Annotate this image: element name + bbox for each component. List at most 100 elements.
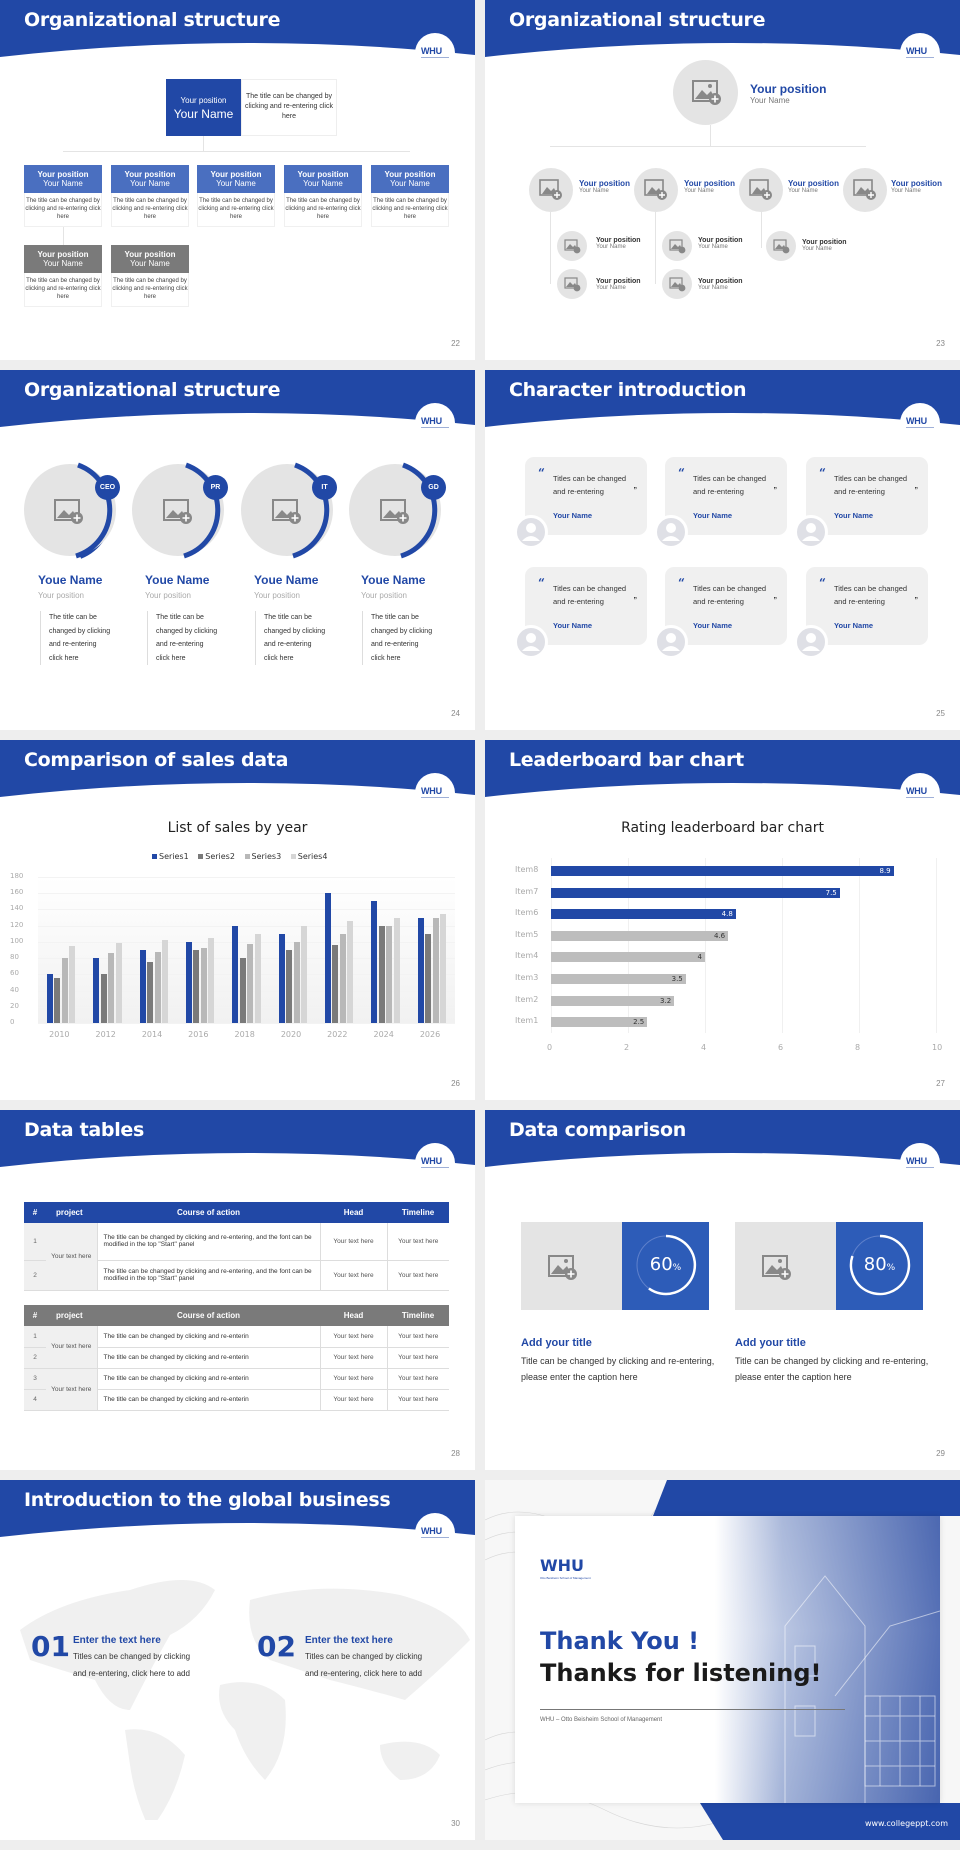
- slide-title: Organizational structure: [24, 9, 281, 31]
- table-row: 2 The title can be changed by clicking a…: [24, 1260, 449, 1291]
- table-row: 1 Your text here The title can be change…: [24, 1326, 449, 1369]
- grouped-bar-chart: 0 20 40 60 80 100 120 140 160 180 2010 2012 2014 2016…: [0, 740, 475, 1100]
- org-box[interactable]: Your position Your Name The title can be …: [284, 165, 362, 227]
- slide-header: Introduction to the global business: [0, 1480, 475, 1540]
- data-table-2: # project Course of action Head Timeline…: [24, 1305, 449, 1411]
- whu-logo: WHU: [900, 773, 940, 813]
- person-name: Youe Name: [361, 573, 426, 587]
- image-placeholder-icon[interactable]: [634, 168, 678, 212]
- slide-25[interactable]: Character introduction WHU “Titles can b…: [485, 370, 960, 730]
- image-placeholder-icon[interactable]: [735, 1222, 836, 1310]
- horizontal-bar-chart: 0 2 4 6 8 10 Item8 8.9 Item7 7.5 Item6 4.8 Item5 4.6 I…: [485, 740, 960, 1100]
- whu-logo: WHU: [415, 403, 455, 443]
- avatar-icon[interactable]: [654, 515, 688, 549]
- image-placeholder-icon[interactable]: [529, 168, 573, 212]
- avatar-icon[interactable]: [514, 515, 548, 549]
- quote-card[interactable]: “Titles can be changed and re-entering” Yo…: [806, 457, 928, 535]
- avatar-icon[interactable]: [794, 625, 828, 659]
- person-desc: The title can be changed by clicking and r…: [40, 611, 110, 665]
- image-placeholder-icon[interactable]: [557, 231, 587, 261]
- whu-logo: WHU: [415, 1513, 455, 1553]
- slide-title: Introduction to the global business: [24, 1489, 391, 1511]
- org-box[interactable]: Your position Your Name The title can be …: [111, 165, 189, 227]
- slide-title: Organizational structure: [509, 9, 766, 31]
- role-badge: IT: [312, 475, 337, 500]
- slide-30[interactable]: Introduction to the global business WHU …: [0, 1480, 475, 1840]
- top-position: Your position Your Name: [750, 82, 827, 105]
- quote-card[interactable]: “Titles can be changed and re-entering” Yo…: [525, 567, 647, 645]
- whu-logo: WHU: [415, 773, 455, 813]
- whu-logo: WHU: [415, 33, 455, 73]
- slide-26[interactable]: Comparison of sales data WHU List of sal…: [0, 740, 475, 1100]
- website-link[interactable]: www.collegeppt.com: [864, 1819, 948, 1828]
- table-row: 1 Your text here The title can be change…: [24, 1223, 449, 1291]
- table-row: 2 The title can be changed by clicking a…: [24, 1347, 449, 1369]
- org-sub-box[interactable]: Your position Your Name The title can be …: [24, 245, 102, 307]
- slide-24[interactable]: Organizational structure WHU CEO PR IT G…: [0, 370, 475, 730]
- data-table-1: # project Course of action Head Timeline…: [24, 1202, 449, 1291]
- person-name: Youe Name: [254, 573, 319, 587]
- page-number: 26: [451, 1079, 460, 1088]
- slide-23[interactable]: Organizational structure WHU Your positi…: [485, 0, 960, 360]
- role-badge: PR: [203, 475, 228, 500]
- org-box[interactable]: Your position Your Name The title can be …: [371, 165, 449, 227]
- org-box[interactable]: Your position Your Name The title can be …: [24, 165, 102, 227]
- avatar-icon[interactable]: [654, 625, 688, 659]
- image-placeholder-icon[interactable]: [662, 231, 692, 261]
- whu-logo: WHU: [415, 1143, 455, 1183]
- person-desc: The title can be changed by clicking and r…: [255, 611, 325, 665]
- campus-photo: [715, 1516, 940, 1803]
- org-sub-box[interactable]: Your position Your Name The title can be …: [111, 245, 189, 307]
- slide-28[interactable]: Data tables WHU # project Course of acti…: [0, 1110, 475, 1470]
- image-placeholder-icon[interactable]: [557, 269, 587, 299]
- quote-card[interactable]: “Titles can be changed and re-entering” Yo…: [806, 567, 928, 645]
- slide-title: Data tables: [24, 1119, 145, 1141]
- slide-header: Character introduction: [485, 370, 960, 430]
- avatar-icon[interactable]: [794, 515, 828, 549]
- slide-header: Comparison of sales data: [0, 740, 475, 800]
- whu-logo: WHU: [900, 33, 940, 73]
- person-circles: [24, 462, 441, 559]
- person-name: Youe Name: [145, 573, 210, 587]
- slide-header: Leaderboard bar chart: [485, 740, 960, 800]
- slide-thank-you[interactable]: WHU Otto Beisheim School of Management Th…: [485, 1480, 960, 1840]
- chart-title: Rating leaderboard bar chart: [621, 820, 824, 836]
- avatar-icon[interactable]: [514, 625, 548, 659]
- slide-title: Data comparison: [509, 1119, 686, 1141]
- page-number: 24: [451, 709, 460, 718]
- slide-title: Leaderboard bar chart: [509, 749, 744, 771]
- slide-title: Character introduction: [509, 379, 747, 401]
- image-placeholder-icon[interactable]: [766, 231, 796, 261]
- org-box[interactable]: Your position Your Name The title can be …: [197, 165, 275, 227]
- thank-you-card: WHU Otto Beisheim School of Management Th…: [515, 1516, 940, 1803]
- slide-header: Data tables: [0, 1110, 475, 1170]
- image-placeholder-icon[interactable]: [843, 168, 887, 212]
- person-desc: The title can be changed by clicking and r…: [147, 611, 217, 665]
- page-number: 25: [936, 709, 945, 718]
- chart-title: List of sales by year: [167, 820, 308, 836]
- quote-card[interactable]: “Titles can be changed and re-entering” Yo…: [665, 457, 787, 535]
- whu-logo: WHU Otto Beisheim School of Management: [540, 1556, 591, 1580]
- slide-27[interactable]: Leaderboard bar chart WHU Rating leaderb…: [485, 740, 960, 1100]
- org-top-desc: The title can be changed by clicking and…: [241, 79, 337, 136]
- page-number: 27: [936, 1079, 945, 1088]
- image-placeholder-icon[interactable]: [673, 60, 738, 125]
- page-number: 22: [451, 339, 460, 348]
- slide-22[interactable]: Organizational structure WHU Your positi…: [0, 0, 475, 360]
- org-top-box[interactable]: Your position Your Name: [166, 79, 241, 136]
- slide-header: Organizational structure: [0, 370, 475, 430]
- slide-29[interactable]: Data comparison WHU 60% 80% Add your tit…: [485, 1110, 960, 1470]
- slide-title: Organizational structure: [24, 379, 281, 401]
- school-name: WHU – Otto Beisheim School of Management: [540, 1717, 663, 1723]
- image-placeholder-icon[interactable]: [662, 269, 692, 299]
- page-number: 30: [451, 1819, 460, 1828]
- table-row: 4 The title can be changed by clicking a…: [24, 1389, 449, 1411]
- person-name: Youe Name: [38, 573, 103, 587]
- image-placeholder-icon[interactable]: [521, 1222, 622, 1310]
- world-map-background: [20, 1580, 470, 1820]
- divider: [540, 1709, 845, 1710]
- page-number: 23: [936, 339, 945, 348]
- whu-logo: WHU: [900, 403, 940, 443]
- chart-legend: Series1 Series2 Series3 Series4: [145, 852, 327, 861]
- image-placeholder-icon[interactable]: [739, 168, 783, 212]
